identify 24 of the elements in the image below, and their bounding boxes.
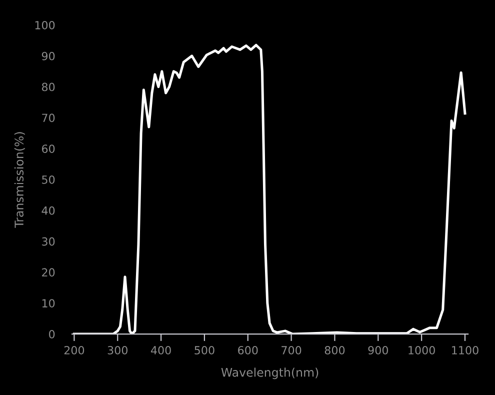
y-tick-label: 20: [42, 268, 55, 277]
y-tick-label: 50: [42, 175, 55, 184]
y-tick-label: 80: [42, 82, 55, 92]
y-tick-label: 40: [42, 206, 55, 215]
y-tick-label: 60: [42, 144, 55, 153]
x-tick-label: 700: [282, 346, 302, 354]
line-series: [72, 44, 466, 334]
y-tick-label: 10: [42, 299, 55, 308]
x-tick-label: 500: [194, 346, 214, 354]
x-tick-label: 800: [324, 346, 345, 354]
x-tick-label: 1100: [452, 346, 478, 354]
y-tick-label: 30: [42, 237, 55, 246]
x-tick-label: 1000: [408, 346, 435, 354]
y-tick-label: 90: [42, 52, 55, 60]
y-tick-label: 70: [42, 114, 55, 122]
x-tick-label: 300: [108, 346, 128, 354]
x-axis-title: Wavelength(nm): [221, 368, 318, 380]
x-tick-label: 600: [238, 346, 258, 354]
x-tick-label: 200: [64, 346, 84, 354]
y-axis-title: Transmission(%): [14, 132, 25, 228]
y-tick-label: 0: [49, 330, 55, 338]
x-tick-label: 400: [150, 346, 171, 354]
x-tick-label: 900: [368, 346, 388, 354]
y-tick-label: 100: [35, 20, 55, 30]
